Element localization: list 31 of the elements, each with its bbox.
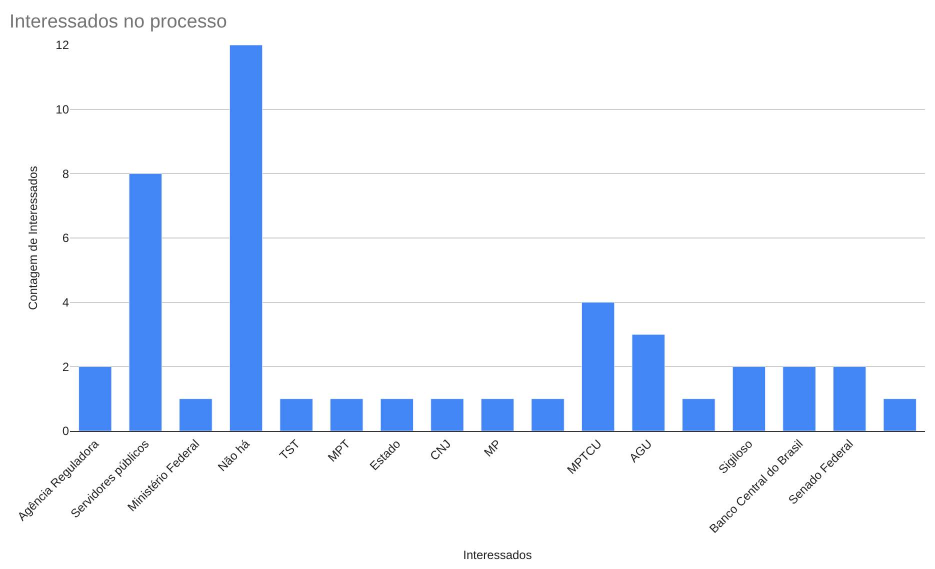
y-tick-label: 0 [62, 424, 70, 438]
x-axis-title: Interessados [463, 548, 532, 562]
x-tick-label: Não há [215, 436, 253, 474]
bar [179, 398, 212, 431]
bar [480, 398, 514, 431]
bar [229, 45, 263, 431]
bar [682, 398, 716, 431]
y-tick-label: 10 [56, 102, 70, 117]
bar [280, 398, 313, 431]
y-tick-label: 2 [62, 360, 70, 374]
y-axis-title: Contagem de Interessados [26, 166, 40, 310]
bar [330, 398, 364, 431]
bar [581, 302, 615, 431]
bar [732, 366, 766, 431]
x-tick-label: CNJ [427, 436, 454, 464]
bar [531, 398, 564, 431]
bar [883, 398, 916, 431]
x-tick-label: MP [481, 436, 504, 460]
bar [430, 398, 464, 431]
y-tick-label: 6 [62, 231, 70, 246]
bar [632, 334, 665, 431]
bar [832, 366, 866, 431]
bar [78, 366, 112, 431]
bar [380, 398, 414, 431]
bar [782, 366, 816, 431]
y-tick-label: 4 [62, 296, 70, 310]
y-tick-label: 12 [56, 38, 70, 52]
bar [128, 173, 162, 431]
y-tick-label: 8 [62, 166, 70, 181]
chart-title: Interessados no processo [9, 12, 227, 33]
x-tick-label: TST [276, 436, 304, 463]
